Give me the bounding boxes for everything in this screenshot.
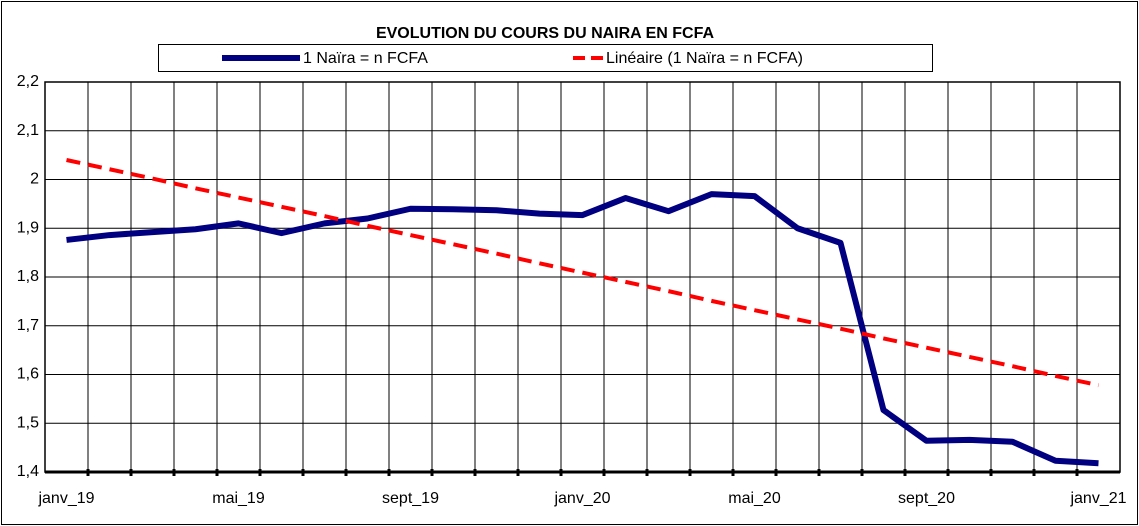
x-tick-label: mai_19 [212,490,265,507]
x-tick-label: janv_19 [37,490,94,507]
legend-label: 1 Naïra = n FCFA [303,50,428,67]
x-tick-label: sept_20 [898,490,955,507]
legend-label: Linéaire (1 Naïra = n FCFA) [606,50,803,67]
y-tick-label: 1,4 [17,463,39,480]
y-tick-label: 2,2 [17,73,39,90]
y-tick-label: 2 [30,171,39,188]
x-tick-label: janv_21 [1069,490,1126,507]
x-tick-label: sept_19 [382,490,439,507]
series-line [66,158,1099,388]
y-tick-label: 1,7 [17,317,39,334]
x-tick-label: mai_20 [728,490,781,507]
x-tick-label: janv_20 [553,490,610,507]
y-tick-label: 1,5 [17,414,39,431]
y-tick-label: 1,6 [17,366,39,383]
y-tick-label: 1,8 [17,268,39,285]
y-tick-label: 2,1 [17,122,39,139]
chart-title: EVOLUTION DU COURS DU NAIRA EN FCFA [376,25,715,42]
y-tick-label: 1,9 [17,219,39,236]
series-line [66,191,1099,467]
